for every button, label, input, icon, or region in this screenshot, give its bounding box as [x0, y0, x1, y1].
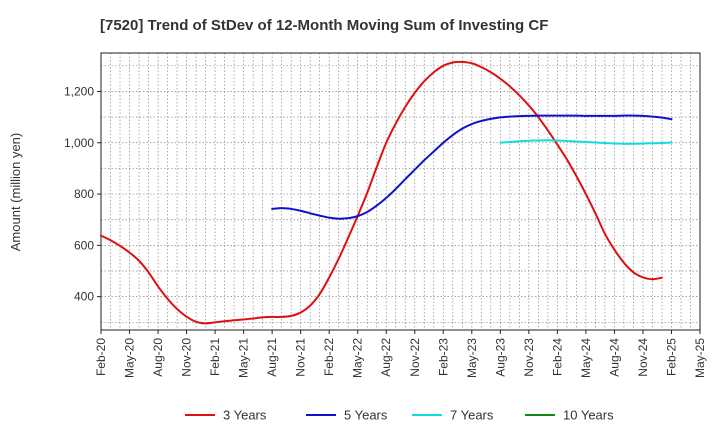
x-tick-label: Feb-21 — [208, 338, 222, 376]
series-line-3-years — [100, 60, 663, 325]
y-tick-label: 1,000 — [64, 136, 94, 150]
x-tick-label: Feb-23 — [436, 338, 450, 376]
series-line-7-years — [499, 139, 673, 145]
y-tick-label: 400 — [74, 290, 94, 304]
x-tick-label: Feb-24 — [550, 338, 564, 376]
x-tick-label: Aug-22 — [379, 338, 393, 377]
x-tick-label: May-23 — [465, 338, 479, 378]
x-tick-label: Nov-20 — [180, 338, 194, 377]
x-tick-label: May-22 — [351, 338, 365, 378]
chart-title: [7520] Trend of StDev of 12-Month Moving… — [100, 17, 548, 34]
x-axis: Feb-20 May-20 Aug-20 Nov-20 Feb-21 May-21 Aug-… — [94, 330, 707, 378]
y-axis-label: Amount (million yen) — [8, 133, 23, 252]
x-tick-label: Nov-23 — [522, 338, 536, 377]
series-line-5-years — [271, 114, 673, 220]
plot-grid — [101, 53, 700, 330]
x-tick-label: Feb-22 — [322, 338, 336, 376]
legend-label: 3 Years — [223, 408, 267, 423]
x-tick-label: May-24 — [579, 338, 593, 378]
x-tick-label: May-20 — [123, 338, 137, 378]
plot-frame — [100, 52, 701, 331]
x-tick-label: Nov-24 — [636, 338, 650, 377]
x-tick-label: Aug-24 — [607, 338, 621, 377]
x-tick-label: Nov-22 — [408, 338, 422, 377]
x-tick-label: Aug-23 — [493, 338, 507, 377]
x-tick-label: Nov-21 — [294, 338, 308, 377]
x-tick-label: Feb-20 — [94, 338, 108, 376]
legend-label: 7 Years — [450, 408, 494, 423]
legend: 3 Years 5 Years 7 Years 10 Years — [185, 408, 614, 423]
y-tick-label: 800 — [74, 187, 94, 201]
x-tick-label: Aug-20 — [151, 338, 165, 377]
legend-label: 10 Years — [563, 408, 614, 423]
y-tick-label: 600 — [74, 238, 94, 252]
x-tick-label: Feb-25 — [664, 338, 678, 376]
legend-label: 5 Years — [344, 408, 388, 423]
y-tick-label: 1,200 — [64, 84, 94, 98]
x-tick-label: May-25 — [693, 338, 707, 378]
y-axis: 400 600 800 1,000 1,200 — [64, 84, 101, 304]
x-tick-label: May-21 — [237, 338, 251, 378]
series-lines — [100, 60, 673, 325]
x-tick-label: Aug-21 — [265, 338, 279, 377]
